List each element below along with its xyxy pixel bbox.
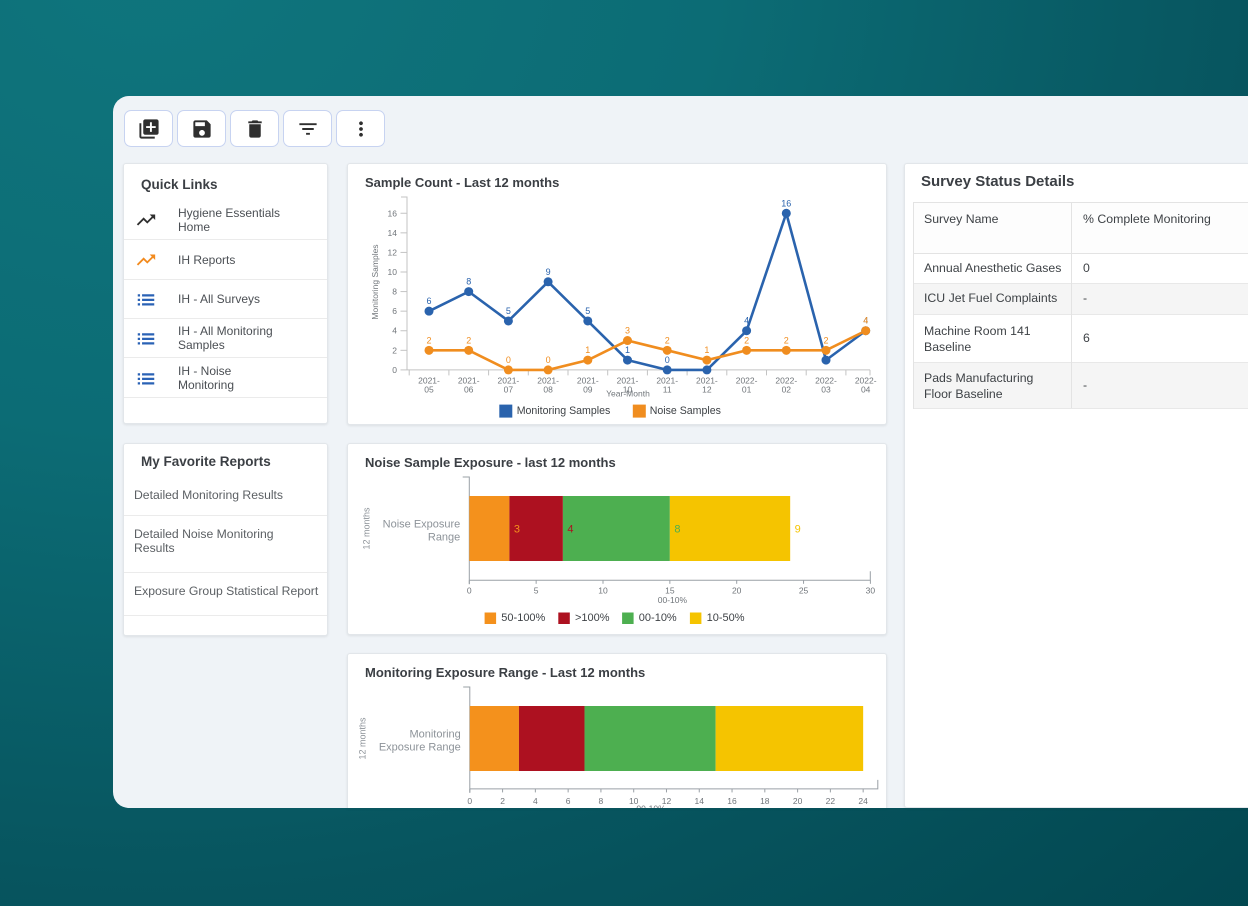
- svg-text:18: 18: [760, 796, 770, 806]
- svg-text:07: 07: [504, 384, 514, 394]
- svg-text:8: 8: [599, 796, 604, 806]
- svg-text:04: 04: [861, 384, 871, 394]
- svg-text:2: 2: [500, 796, 505, 806]
- svg-text:1: 1: [585, 345, 590, 355]
- svg-text:00-10%: 00-10%: [658, 595, 688, 605]
- svg-text:2: 2: [665, 335, 670, 345]
- svg-text:2021-: 2021-: [696, 376, 718, 386]
- svg-text:4: 4: [392, 326, 397, 336]
- svg-text:6: 6: [392, 306, 397, 316]
- svg-text:12 months: 12 months: [362, 507, 372, 550]
- svg-text:Monitoring Samples: Monitoring Samples: [517, 405, 611, 417]
- svg-text:2021-: 2021-: [577, 376, 599, 386]
- svg-text:22: 22: [826, 796, 836, 806]
- svg-text:15: 15: [665, 586, 675, 596]
- svg-text:0: 0: [665, 355, 670, 365]
- svg-text:>100%: >100%: [575, 612, 610, 624]
- svg-text:12: 12: [702, 384, 712, 394]
- svg-text:4: 4: [863, 316, 868, 326]
- svg-text:02: 02: [782, 384, 792, 394]
- svg-text:2: 2: [466, 335, 471, 345]
- svg-text:30: 30: [866, 586, 876, 596]
- svg-text:2: 2: [823, 335, 828, 345]
- svg-text:10: 10: [629, 796, 639, 806]
- svg-text:1: 1: [625, 345, 630, 355]
- svg-text:24: 24: [858, 796, 868, 806]
- svg-text:01: 01: [742, 384, 752, 394]
- svg-text:16: 16: [781, 198, 791, 208]
- svg-text:4: 4: [533, 796, 538, 806]
- svg-text:09: 09: [583, 384, 593, 394]
- svg-text:06: 06: [464, 384, 474, 394]
- svg-text:6: 6: [566, 796, 571, 806]
- svg-text:2022-: 2022-: [815, 376, 837, 386]
- svg-text:Noise Samples: Noise Samples: [650, 405, 721, 417]
- svg-text:16: 16: [388, 208, 398, 218]
- svg-text:Noise Exposure: Noise Exposure: [383, 519, 461, 531]
- svg-text:2021-: 2021-: [418, 376, 440, 386]
- svg-text:8: 8: [392, 287, 397, 297]
- svg-text:Monitoring: Monitoring: [409, 729, 460, 741]
- svg-text:50-100%: 50-100%: [501, 612, 545, 624]
- svg-text:9: 9: [795, 524, 801, 536]
- svg-text:0: 0: [467, 586, 472, 596]
- svg-text:10: 10: [623, 384, 633, 394]
- svg-text:2022-: 2022-: [855, 376, 877, 386]
- svg-text:03: 03: [821, 384, 831, 394]
- svg-text:1: 1: [704, 345, 709, 355]
- svg-text:2021-: 2021-: [537, 376, 559, 386]
- svg-text:20: 20: [732, 586, 742, 596]
- svg-text:16: 16: [727, 796, 737, 806]
- svg-text:00-10%: 00-10%: [636, 804, 666, 809]
- svg-text:2: 2: [426, 335, 431, 345]
- svg-text:Exposure Range: Exposure Range: [379, 741, 461, 753]
- svg-text:12: 12: [662, 796, 672, 806]
- svg-text:2021-: 2021-: [498, 376, 520, 386]
- svg-text:Range: Range: [428, 531, 460, 543]
- svg-text:12 months: 12 months: [358, 717, 368, 760]
- svg-text:0: 0: [392, 365, 397, 375]
- svg-text:8: 8: [466, 277, 471, 287]
- svg-text:2021-: 2021-: [458, 376, 480, 386]
- svg-text:0: 0: [506, 355, 511, 365]
- svg-text:14: 14: [695, 796, 705, 806]
- svg-text:2: 2: [784, 335, 789, 345]
- svg-text:8: 8: [674, 524, 680, 536]
- svg-text:5: 5: [585, 306, 590, 316]
- svg-text:4: 4: [863, 316, 868, 326]
- svg-text:4: 4: [744, 316, 749, 326]
- svg-text:12: 12: [388, 247, 398, 257]
- svg-text:25: 25: [799, 586, 809, 596]
- svg-text:2: 2: [744, 335, 749, 345]
- svg-text:2021-: 2021-: [656, 376, 678, 386]
- svg-text:3: 3: [514, 524, 520, 536]
- svg-text:05: 05: [424, 384, 434, 394]
- svg-text:10-50%: 10-50%: [707, 612, 745, 624]
- svg-text:0: 0: [467, 796, 472, 806]
- svg-text:11: 11: [663, 384, 672, 394]
- svg-text:2022-: 2022-: [736, 376, 758, 386]
- svg-text:4: 4: [567, 524, 573, 536]
- svg-text:08: 08: [543, 384, 553, 394]
- svg-text:3: 3: [625, 326, 630, 336]
- svg-text:10: 10: [388, 267, 398, 277]
- svg-text:10: 10: [598, 586, 608, 596]
- svg-text:20: 20: [793, 796, 803, 806]
- svg-text:9: 9: [546, 267, 551, 277]
- svg-text:6: 6: [426, 296, 431, 306]
- svg-text:2021-: 2021-: [617, 376, 639, 386]
- svg-text:14: 14: [388, 228, 398, 238]
- svg-text:2: 2: [392, 345, 397, 355]
- svg-text:Monitoring Samples: Monitoring Samples: [370, 244, 380, 319]
- svg-text:Year-Month: Year-Month: [606, 389, 650, 399]
- svg-text:00-10%: 00-10%: [639, 612, 677, 624]
- svg-text:0: 0: [546, 355, 551, 365]
- svg-text:5: 5: [534, 586, 539, 596]
- svg-text:5: 5: [506, 306, 511, 316]
- svg-text:2022-: 2022-: [775, 376, 797, 386]
